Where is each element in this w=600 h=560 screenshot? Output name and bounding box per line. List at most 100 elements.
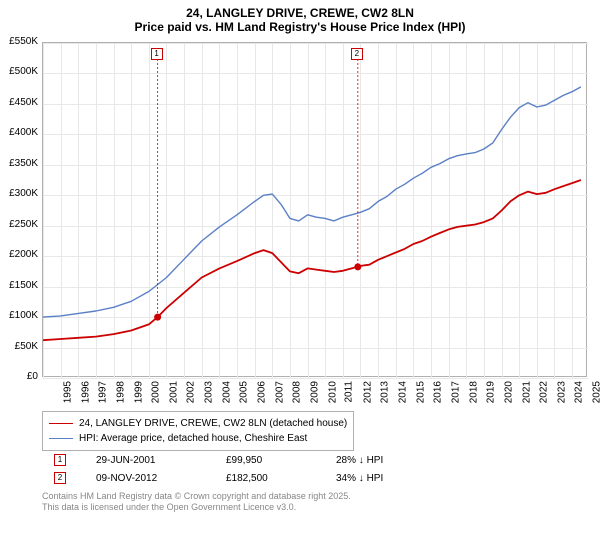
gridline-vertical: [78, 43, 79, 378]
gridline-horizontal: [43, 226, 588, 227]
x-tick-label: 1997: [98, 381, 109, 403]
transactions-table: 129-JUN-2001£99,95028% ↓ HPI209-NOV-2012…: [42, 451, 416, 487]
x-tick-label: 2016: [433, 381, 444, 403]
x-tick-label: 2011: [344, 381, 355, 403]
x-tick-label: 2001: [168, 381, 179, 403]
gridline-horizontal: [43, 256, 588, 257]
attribution-footer: Contains HM Land Registry data © Crown c…: [42, 491, 351, 513]
gridline-vertical: [237, 43, 238, 378]
y-tick-label: £0: [2, 371, 38, 382]
x-tick-label: 1995: [62, 381, 73, 403]
x-tick-label: 2002: [186, 381, 197, 403]
gridline-horizontal: [43, 43, 588, 44]
y-tick-label: £400K: [2, 127, 38, 138]
gridline-vertical: [466, 43, 467, 378]
x-tick-label: 2013: [380, 381, 391, 403]
gridline-vertical: [502, 43, 503, 378]
x-tick-label: 2000: [150, 381, 161, 403]
gridline-vertical: [413, 43, 414, 378]
transaction-row: 209-NOV-2012£182,50034% ↓ HPI: [42, 469, 416, 487]
x-tick-label: 2012: [362, 381, 373, 403]
gridline-horizontal: [43, 165, 588, 166]
x-tick-label: 2010: [327, 381, 338, 403]
transaction-marker: 1: [54, 454, 66, 466]
y-tick-label: £550K: [2, 36, 38, 47]
x-tick-label: 2004: [221, 381, 232, 403]
gridline-horizontal: [43, 317, 588, 318]
transaction-delta: 28% ↓ HPI: [336, 455, 416, 466]
gridline-vertical: [449, 43, 450, 378]
y-tick-label: £150K: [2, 280, 38, 291]
gridline-vertical: [572, 43, 573, 378]
y-tick-label: £300K: [2, 188, 38, 199]
gridline-vertical: [114, 43, 115, 378]
x-tick-label: 2008: [292, 381, 303, 403]
title-line-2: Price paid vs. HM Land Registry's House …: [0, 20, 600, 34]
gridline-vertical: [166, 43, 167, 378]
gridline-vertical: [537, 43, 538, 378]
gridline-vertical: [519, 43, 520, 378]
legend-swatch: [49, 438, 73, 439]
y-tick-label: £350K: [2, 158, 38, 169]
gridline-vertical: [43, 43, 44, 378]
x-tick-label: 1996: [80, 381, 91, 403]
x-tick-label: 1999: [133, 381, 144, 403]
legend-label: HPI: Average price, detached house, Ches…: [79, 433, 307, 444]
legend-row: HPI: Average price, detached house, Ches…: [49, 431, 347, 446]
transaction-delta: 34% ↓ HPI: [336, 473, 416, 484]
gridline-vertical: [378, 43, 379, 378]
footer-line-2: This data is licensed under the Open Gov…: [42, 502, 351, 513]
x-tick-label: 2020: [503, 381, 514, 403]
gridline-vertical: [396, 43, 397, 378]
x-tick-label: 2017: [450, 381, 461, 403]
gridline-vertical: [290, 43, 291, 378]
gridline-horizontal: [43, 134, 588, 135]
gridline-vertical: [360, 43, 361, 378]
gridline-vertical: [308, 43, 309, 378]
gridline-horizontal: [43, 287, 588, 288]
transaction-marker: 2: [54, 472, 66, 484]
y-tick-label: £100K: [2, 310, 38, 321]
chart-plot-area: [42, 42, 587, 377]
gridline-vertical: [184, 43, 185, 378]
x-tick-label: 1998: [115, 381, 126, 403]
series-hpi: [43, 87, 581, 317]
y-tick-label: £50K: [2, 341, 38, 352]
legend: 24, LANGLEY DRIVE, CREWE, CW2 8LN (detac…: [42, 411, 354, 451]
gridline-vertical: [484, 43, 485, 378]
x-tick-label: 2014: [397, 381, 408, 403]
gridline-horizontal: [43, 378, 588, 379]
x-tick-label: 2023: [556, 381, 567, 403]
x-tick-label: 2006: [256, 381, 267, 403]
gridline-vertical: [272, 43, 273, 378]
title-line-1: 24, LANGLEY DRIVE, CREWE, CW2 8LN: [0, 6, 600, 20]
x-tick-label: 2025: [591, 381, 600, 403]
legend-row: 24, LANGLEY DRIVE, CREWE, CW2 8LN (detac…: [49, 416, 347, 431]
x-tick-label: 2021: [521, 381, 532, 403]
x-tick-label: 2019: [486, 381, 497, 403]
x-tick-label: 2003: [203, 381, 214, 403]
gridline-vertical: [554, 43, 555, 378]
gridline-vertical: [325, 43, 326, 378]
marker-label-1: 1: [151, 48, 163, 60]
marker-label-2: 2: [351, 48, 363, 60]
transaction-price: £99,950: [226, 455, 326, 466]
gridline-vertical: [202, 43, 203, 378]
y-tick-label: £250K: [2, 219, 38, 230]
x-tick-label: 2024: [574, 381, 585, 403]
legend-label: 24, LANGLEY DRIVE, CREWE, CW2 8LN (detac…: [79, 418, 347, 429]
y-tick-label: £200K: [2, 249, 38, 260]
transaction-date: 09-NOV-2012: [96, 473, 216, 484]
gridline-vertical: [96, 43, 97, 378]
footer-line-1: Contains HM Land Registry data © Crown c…: [42, 491, 351, 502]
x-tick-label: 2007: [274, 381, 285, 403]
chart-svg: [43, 43, 588, 378]
x-tick-label: 2015: [415, 381, 426, 403]
gridline-horizontal: [43, 348, 588, 349]
x-tick-label: 2005: [239, 381, 250, 403]
gridline-vertical: [343, 43, 344, 378]
gridline-vertical: [131, 43, 132, 378]
transaction-row: 129-JUN-2001£99,95028% ↓ HPI: [42, 451, 416, 469]
gridline-vertical: [255, 43, 256, 378]
gridline-horizontal: [43, 195, 588, 196]
